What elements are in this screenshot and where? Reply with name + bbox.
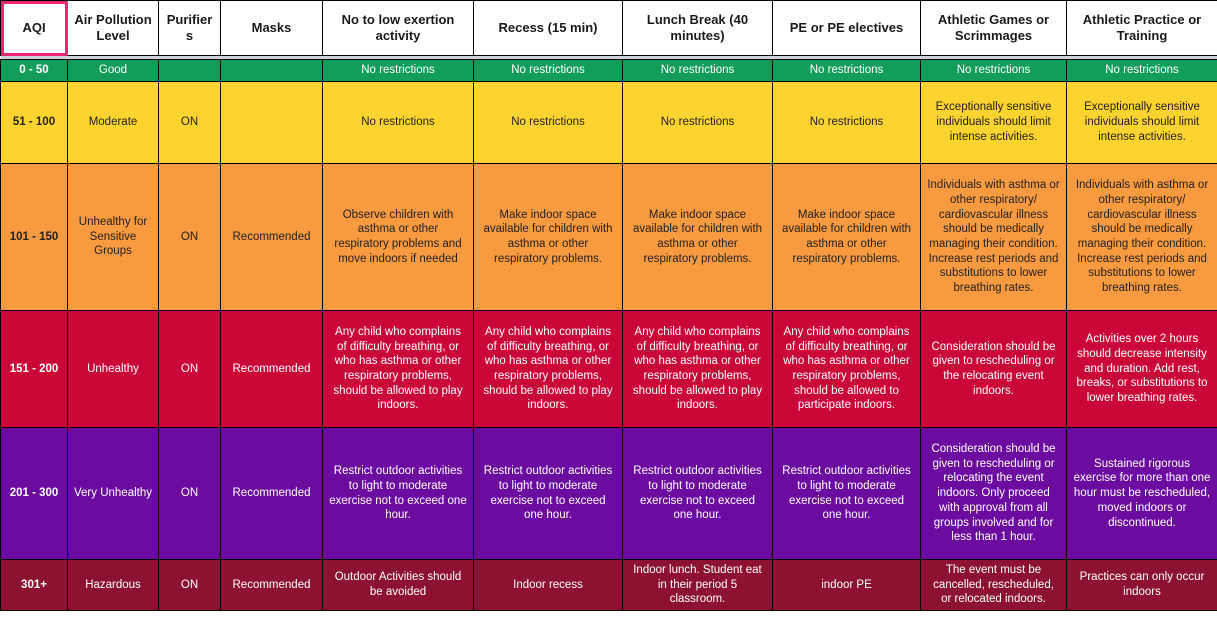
cell-unhealthy-sensitive-masks[interactable]: Recommended bbox=[220, 163, 323, 311]
frozen-row-separator bbox=[0, 55, 1217, 60]
cell-unhealthy-sensitive-air-pollution-level[interactable]: Unhealthy for Sensitive Groups bbox=[67, 163, 159, 311]
cell-good-recess[interactable]: No restrictions bbox=[473, 59, 623, 82]
cell-unhealthy-sensitive-athletic-practice[interactable]: Individuals with asthma or other respira… bbox=[1066, 163, 1217, 311]
cell-hazardous-masks[interactable]: Recommended bbox=[220, 559, 323, 611]
cell-very-unhealthy-air-pollution-level[interactable]: Very Unhealthy bbox=[67, 427, 159, 560]
cell-very-unhealthy-athletic-games[interactable]: Consideration should be given to resched… bbox=[920, 427, 1067, 560]
row-moderate: 51 - 100 Moderate ON No restrictions No rest… bbox=[0, 81, 1217, 164]
cell-good-pe-electives[interactable]: No restrictions bbox=[772, 59, 921, 82]
cell-hazardous-pe-electives[interactable]: indoor PE bbox=[772, 559, 921, 611]
cell-unhealthy-sensitive-lunch-break[interactable]: Make indoor space available for children… bbox=[622, 163, 773, 311]
cell-good-masks[interactable] bbox=[220, 59, 323, 82]
cell-moderate-athletic-practice[interactable]: Exceptionally sensitive individuals shou… bbox=[1066, 81, 1217, 164]
cell-moderate-lunch-break[interactable]: No restrictions bbox=[622, 81, 773, 164]
col-header-aqi[interactable]: AQI bbox=[0, 0, 68, 56]
cell-unhealthy-pe-electives[interactable]: Any child who complains of difficulty br… bbox=[772, 310, 921, 428]
cell-good-lunch-break[interactable]: No restrictions bbox=[622, 59, 773, 82]
cell-moderate-no-to-low-exertion[interactable]: No restrictions bbox=[322, 81, 474, 164]
cell-unhealthy-sensitive-pe-electives[interactable]: Make indoor space available for children… bbox=[772, 163, 921, 311]
cell-hazardous-lunch-break[interactable]: Indoor lunch. Student eat in their perio… bbox=[622, 559, 773, 611]
cell-unhealthy-athletic-games[interactable]: Consideration should be given to resched… bbox=[920, 310, 1067, 428]
cell-hazardous-athletic-practice[interactable]: Practices can only occur indoors bbox=[1066, 559, 1217, 611]
row-unhealthy: 151 - 200 Unhealthy ON Recommended Any child… bbox=[0, 310, 1217, 428]
cell-very-unhealthy-no-to-low-exertion[interactable]: Restrict outdoor activities to light to … bbox=[322, 427, 474, 560]
col-header-purifiers[interactable]: Purifiers bbox=[158, 0, 221, 56]
col-header-recess[interactable]: Recess (15 min) bbox=[473, 0, 623, 56]
cell-hazardous-purifiers[interactable]: ON bbox=[158, 559, 221, 611]
row-hazardous: 301+ Hazardous ON Recommended Outdoor Activi… bbox=[0, 559, 1217, 611]
cell-unhealthy-purifiers[interactable]: ON bbox=[158, 310, 221, 428]
cell-moderate-purifiers[interactable]: ON bbox=[158, 81, 221, 164]
cell-moderate-masks[interactable] bbox=[220, 81, 323, 164]
col-header-air-pollution-level[interactable]: Air Pollution Level bbox=[67, 0, 159, 56]
cell-moderate-athletic-games[interactable]: Exceptionally sensitive individuals shou… bbox=[920, 81, 1067, 164]
cell-unhealthy-no-to-low-exertion[interactable]: Any child who complains of difficulty br… bbox=[322, 310, 474, 428]
cell-good-athletic-games[interactable]: No restrictions bbox=[920, 59, 1067, 82]
cell-unhealthy-sensitive-purifiers[interactable]: ON bbox=[158, 163, 221, 311]
cell-unhealthy-athletic-practice[interactable]: Activities over 2 hours should decrease … bbox=[1066, 310, 1217, 428]
col-header-pe-electives[interactable]: PE or PE electives bbox=[772, 0, 921, 56]
table-header-row: AQI Air Pollution Level Purifiers Masks No t… bbox=[0, 0, 1217, 56]
cell-very-unhealthy-lunch-break[interactable]: Restrict outdoor activities to light to … bbox=[622, 427, 773, 560]
cell-moderate-aqi[interactable]: 51 - 100 bbox=[0, 81, 68, 164]
cell-moderate-air-pollution-level[interactable]: Moderate bbox=[67, 81, 159, 164]
cell-very-unhealthy-aqi[interactable]: 201 - 300 bbox=[0, 427, 68, 560]
cell-unhealthy-recess[interactable]: Any child who complains of difficulty br… bbox=[473, 310, 623, 428]
row-good: 0 - 50 Good No restrictions No restrictions… bbox=[0, 59, 1217, 82]
cell-unhealthy-sensitive-no-to-low-exertion[interactable]: Observe children with asthma or other re… bbox=[322, 163, 474, 311]
cell-moderate-pe-electives[interactable]: No restrictions bbox=[772, 81, 921, 164]
cell-good-aqi[interactable]: 0 - 50 bbox=[0, 59, 68, 82]
row-very-unhealthy: 201 - 300 Very Unhealthy ON Recommended Rest… bbox=[0, 427, 1217, 560]
cell-hazardous-athletic-games[interactable]: The event must be cancelled, rescheduled… bbox=[920, 559, 1067, 611]
cell-hazardous-air-pollution-level[interactable]: Hazardous bbox=[67, 559, 159, 611]
cell-very-unhealthy-recess[interactable]: Restrict outdoor activities to light to … bbox=[473, 427, 623, 560]
cell-unhealthy-sensitive-recess[interactable]: Make indoor space available for children… bbox=[473, 163, 623, 311]
cell-unhealthy-sensitive-aqi[interactable]: 101 - 150 bbox=[0, 163, 68, 311]
cell-good-athletic-practice[interactable]: No restrictions bbox=[1066, 59, 1217, 82]
cell-very-unhealthy-athletic-practice[interactable]: Sustained rigorous exercise for more tha… bbox=[1066, 427, 1217, 560]
col-header-lunch-break[interactable]: Lunch Break (40 minutes) bbox=[622, 0, 773, 56]
separator-strip bbox=[0, 55, 1217, 60]
cell-moderate-recess[interactable]: No restrictions bbox=[473, 81, 623, 164]
cell-unhealthy-sensitive-athletic-games[interactable]: Individuals with asthma or other respira… bbox=[920, 163, 1067, 311]
cell-very-unhealthy-masks[interactable]: Recommended bbox=[220, 427, 323, 560]
cell-unhealthy-lunch-break[interactable]: Any child who complains of difficulty br… bbox=[622, 310, 773, 428]
cell-good-air-pollution-level[interactable]: Good bbox=[67, 59, 159, 82]
cell-very-unhealthy-pe-electives[interactable]: Restrict outdoor activities to light to … bbox=[772, 427, 921, 560]
col-header-athletic-games[interactable]: Athletic Games or Scrimmages bbox=[920, 0, 1067, 56]
col-header-no-to-low-exertion[interactable]: No to low exertion activity bbox=[322, 0, 474, 56]
cell-unhealthy-masks[interactable]: Recommended bbox=[220, 310, 323, 428]
cell-good-purifiers[interactable] bbox=[158, 59, 221, 82]
col-header-athletic-practice[interactable]: Athletic Practice or Training bbox=[1066, 0, 1217, 56]
col-header-masks[interactable]: Masks bbox=[220, 0, 323, 56]
cell-unhealthy-aqi[interactable]: 151 - 200 bbox=[0, 310, 68, 428]
cell-hazardous-no-to-low-exertion[interactable]: Outdoor Activities should be avoided bbox=[322, 559, 474, 611]
row-unhealthy-sensitive: 101 - 150 Unhealthy for Sensitive Groups O… bbox=[0, 163, 1217, 311]
cell-very-unhealthy-purifiers[interactable]: ON bbox=[158, 427, 221, 560]
cell-hazardous-aqi[interactable]: 301+ bbox=[0, 559, 68, 611]
cell-unhealthy-air-pollution-level[interactable]: Unhealthy bbox=[67, 310, 159, 428]
cell-hazardous-recess[interactable]: Indoor recess bbox=[473, 559, 623, 611]
cell-good-no-to-low-exertion[interactable]: No restrictions bbox=[322, 59, 474, 82]
